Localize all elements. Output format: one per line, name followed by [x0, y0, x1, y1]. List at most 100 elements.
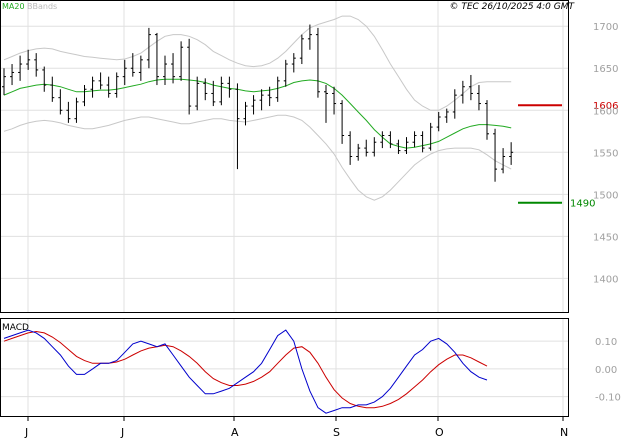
ohlc-bar [509, 142, 514, 165]
price-grid [1, 1, 568, 312]
ohlc-bar [74, 97, 79, 123]
ohlc-bar [187, 38, 192, 115]
macd-panel-frame [0, 318, 569, 417]
ohlc-bar [315, 27, 320, 98]
ohlc-bar [275, 76, 280, 102]
ohlc-bar [146, 27, 151, 69]
ohlc-bar [404, 137, 409, 154]
ohlc-bar [444, 108, 449, 123]
price-tick-label: 1600 [593, 106, 618, 117]
ohlc-bar [154, 32, 159, 86]
ohlc-bar [195, 76, 200, 111]
bollinger-bands [3, 15, 512, 201]
ohlc-bar [163, 55, 167, 86]
ohlc-bar [259, 89, 264, 111]
price-tick-label: 1650 [593, 64, 618, 75]
macd-lines [3, 329, 488, 414]
ohlc-bar [468, 74, 473, 101]
ohlc-bar [436, 111, 441, 132]
month-label: J [24, 426, 28, 439]
month-label: S [333, 426, 340, 439]
ohlc-bar [58, 89, 63, 115]
month-label: O [435, 426, 444, 439]
price-tick-label: 1400 [593, 274, 618, 285]
ohlc-bar [348, 131, 353, 165]
ohlc-bar [98, 72, 103, 90]
ohlc-bar [460, 80, 465, 104]
ohlc-bar [34, 53, 39, 77]
month-label: N [560, 426, 568, 439]
month-label: A [231, 426, 239, 439]
ohlc-bar [82, 85, 87, 107]
ma20-path [3, 78, 512, 149]
ohlc-bar [493, 128, 498, 182]
bb-upper-line [3, 15, 512, 111]
ohlc-bar [122, 59, 127, 86]
ohlc-bar [291, 53, 296, 73]
ohlc-bar [18, 55, 23, 81]
copyright-label: © TEC 26/10/2025 4:0 GMT [449, 2, 575, 12]
ohlc-bar [211, 80, 216, 107]
ohlc-bar [243, 101, 248, 126]
macd-panel: -0.10 0.00 0.10 MACD [0, 318, 621, 417]
ohlc-bar [90, 76, 95, 98]
bbands-legend-label: BBands [27, 2, 57, 11]
macd-line [3, 329, 488, 414]
macd-signal-line [3, 330, 488, 409]
price-tick-label: 1450 [593, 232, 618, 243]
ohlc-bar [299, 34, 304, 65]
ma20-legend-label: MA20 [2, 2, 25, 11]
price-tick-label: 1550 [593, 148, 618, 159]
macd-title: MACD [2, 323, 29, 333]
ohlc-bar [203, 78, 208, 101]
ohlc-bar [380, 131, 385, 149]
ohlc-bars [2, 24, 514, 182]
price-tick-label: 1500 [593, 190, 618, 201]
ohlc-bar [501, 148, 506, 174]
ohlc-bar [332, 86, 337, 115]
ohlc-bar [324, 85, 328, 123]
ohlc-bar [356, 143, 361, 161]
ohlc-bar [476, 85, 481, 111]
ohlc-bar [485, 100, 489, 140]
ohlc-bar [10, 64, 15, 86]
price-axis-labels: 1400 1450 1500 1550 1600 1650 1700 [593, 22, 618, 285]
ohlc-bar [42, 66, 47, 92]
ohlc-bar [428, 122, 433, 151]
ohlc-bar [372, 137, 377, 157]
ohlc-bar [50, 76, 55, 102]
ohlc-bar [171, 53, 176, 84]
macd-tick-label: -0.10 [595, 393, 621, 404]
ohlc-bar [106, 76, 111, 98]
ohlc-bar [179, 41, 184, 81]
ohlc-bar [130, 53, 135, 77]
ohlc-bar [412, 131, 417, 148]
ohlc-bar [138, 55, 143, 81]
ohlc-bar [283, 59, 288, 87]
resistance-label: 1606 [593, 101, 618, 112]
ohlc-bar [251, 95, 256, 115]
ohlc-bar [267, 86, 272, 107]
ohlc-bar [227, 76, 232, 98]
macd-axis-labels: -0.10 0.00 0.10 [595, 337, 621, 403]
macd-grid [1, 319, 568, 416]
price-panel-frame [0, 0, 569, 313]
ohlc-bar [364, 139, 369, 157]
ohlc-bar [26, 49, 31, 70]
ohlc-bar [396, 139, 401, 154]
macd-tick-label: 0.00 [595, 365, 617, 376]
ohlc-bar [420, 131, 425, 153]
price-panel: 1606 1490 1400 1450 1500 1550 1600 1650 1700 [0, 0, 618, 313]
macd-tick-label: 0.10 [595, 337, 617, 348]
ohlc-bar [219, 76, 224, 106]
ohlc-bar [307, 24, 312, 50]
ma20-line [3, 78, 512, 149]
ohlc-bar [388, 131, 393, 149]
month-label: J [120, 426, 124, 439]
ohlc-bar [340, 100, 345, 144]
ohlc-bar [235, 83, 240, 170]
